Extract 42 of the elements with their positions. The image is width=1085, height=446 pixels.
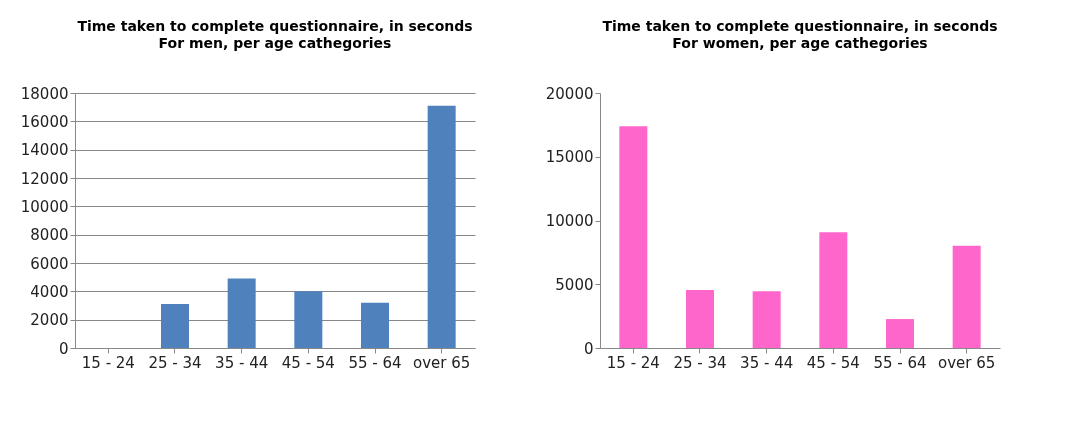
bar <box>161 304 189 348</box>
bar <box>361 302 389 348</box>
bar <box>227 278 256 348</box>
bar <box>819 232 848 348</box>
x-tick-label: 15 - 24 <box>606 353 660 372</box>
y-tick-label: 0 <box>58 339 69 358</box>
x-tick-label: 55 - 64 <box>348 353 402 372</box>
bar <box>427 105 456 348</box>
bar <box>294 291 323 348</box>
chart-subtitle: For men, per age cathegories <box>158 35 392 51</box>
y-tick-label: 18000 <box>20 84 69 103</box>
bar <box>686 289 714 348</box>
x-tick-label: 25 - 34 <box>148 353 202 372</box>
y-tick-label: 14000 <box>20 141 69 160</box>
y-tick-label: 15000 <box>545 148 594 167</box>
y-tick-label: 8000 <box>30 226 69 245</box>
y-tick-label: 20000 <box>545 84 594 103</box>
y-tick-label: 12000 <box>20 169 69 188</box>
bar <box>886 319 914 348</box>
x-tick-label: 35 - 44 <box>215 353 269 372</box>
y-tick-label: 5000 <box>555 275 594 294</box>
chart-title: Time taken to complete questionnaire, in seconds <box>77 18 473 34</box>
x-tick-label: 35 - 44 <box>740 353 794 372</box>
x-tick-label: over 65 <box>938 353 996 372</box>
y-tick-label: 4000 <box>30 282 69 301</box>
x-tick-label: 45 - 54 <box>806 353 860 372</box>
bar <box>752 291 781 348</box>
y-tick-label: 2000 <box>30 311 69 330</box>
x-tick-label: over 65 <box>413 353 471 372</box>
bar <box>619 126 648 348</box>
x-tick-label: 25 - 34 <box>673 353 727 372</box>
x-tick-label: 45 - 54 <box>281 353 335 372</box>
x-tick-label: 15 - 24 <box>81 353 135 372</box>
y-tick-label: 16000 <box>20 112 69 131</box>
chart-subtitle: For women, per age cathegories <box>672 35 928 51</box>
y-tick-label: 6000 <box>30 254 69 273</box>
y-tick-label: 0 <box>583 339 594 358</box>
chart-title: Time taken to complete questionnaire, in seconds <box>602 18 998 34</box>
y-tick-label: 10000 <box>545 212 594 230</box>
bar <box>952 245 981 348</box>
x-tick-label: 55 - 64 <box>873 353 927 372</box>
y-tick-label: 10000 <box>20 197 69 216</box>
